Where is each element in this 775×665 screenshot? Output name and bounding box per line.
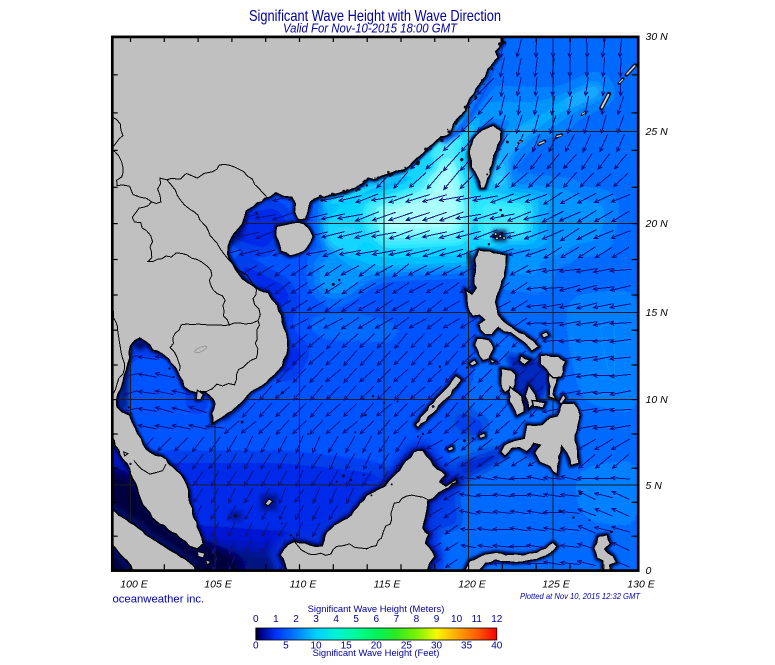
svg-text:2: 2 <box>293 614 299 625</box>
svg-text:100 E: 100 E <box>120 579 148 591</box>
svg-text:6: 6 <box>374 614 380 625</box>
svg-text:5: 5 <box>353 614 359 625</box>
svg-text:20 N: 20 N <box>645 218 669 230</box>
svg-text:oceanweather inc.: oceanweather inc. <box>113 594 205 606</box>
svg-text:0: 0 <box>253 614 259 625</box>
svg-text:25: 25 <box>401 641 413 652</box>
svg-text:11: 11 <box>472 614 483 625</box>
svg-text:12: 12 <box>491 614 503 625</box>
svg-text:5: 5 <box>283 641 289 652</box>
svg-text:130 E: 130 E <box>627 579 655 591</box>
svg-text:30: 30 <box>431 641 443 652</box>
svg-text:4: 4 <box>333 614 339 625</box>
svg-text:35: 35 <box>461 641 473 652</box>
svg-text:105 E: 105 E <box>204 579 232 591</box>
svg-text:40: 40 <box>491 641 503 652</box>
svg-text:9: 9 <box>434 614 440 625</box>
svg-text:125 E: 125 E <box>542 579 570 591</box>
svg-text:7: 7 <box>394 614 400 625</box>
svg-text:Valid For Nov-10-2015 18:00 GM: Valid For Nov-10-2015 18:00 GMT <box>283 21 458 36</box>
svg-text:10 N: 10 N <box>646 394 669 406</box>
svg-text:110 E: 110 E <box>290 579 318 591</box>
svg-text:5 N: 5 N <box>646 480 663 492</box>
svg-text:Significant Wave Height (Meter: Significant Wave Height (Meters) <box>308 603 445 614</box>
svg-text:10: 10 <box>310 641 322 652</box>
svg-text:1: 1 <box>273 614 279 625</box>
svg-text:3: 3 <box>313 614 319 625</box>
svg-text:25 N: 25 N <box>645 126 669 138</box>
svg-text:Plotted at Nov 10, 2015 12:32: Plotted at Nov 10, 2015 12:32 GMT <box>520 591 641 601</box>
svg-text:Significant Wave Height with W: Significant Wave Height with Wave Direct… <box>249 8 501 25</box>
svg-text:15 N: 15 N <box>646 307 669 319</box>
svg-text:8: 8 <box>414 614 420 625</box>
svg-text:15: 15 <box>341 641 353 652</box>
svg-text:115 E: 115 E <box>374 579 402 591</box>
svg-text:0: 0 <box>253 641 259 652</box>
svg-text:0: 0 <box>646 565 652 577</box>
svg-text:120 E: 120 E <box>458 579 486 591</box>
svg-text:10: 10 <box>451 614 463 625</box>
svg-text:Significant Wave Height (Feet): Significant Wave Height (Feet) <box>313 647 440 658</box>
svg-text:20: 20 <box>371 641 383 652</box>
svg-text:30 N: 30 N <box>646 31 669 43</box>
